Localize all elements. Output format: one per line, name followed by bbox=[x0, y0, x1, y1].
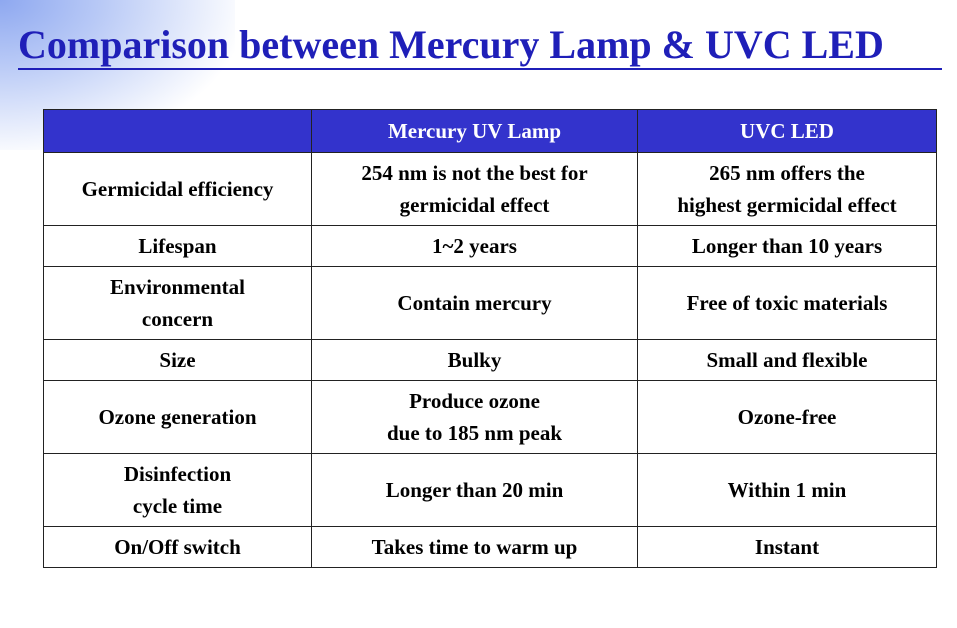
cell-text-line: Bulky bbox=[447, 348, 502, 372]
cell-text-line: Size bbox=[159, 348, 196, 372]
uvc-led-cell: Small and flexible bbox=[637, 339, 937, 381]
table-header-row: Mercury UV Lamp UVC LED bbox=[43, 109, 937, 153]
cell-text-line: cycle time bbox=[132, 494, 223, 518]
table-row: Disinfection cycle time Longer than 20 min… bbox=[43, 453, 937, 527]
row-label-cell: Ozone generation bbox=[43, 380, 312, 454]
uvc-led-cell: Free of toxic materials bbox=[637, 266, 937, 340]
table-row: Environmental concern Contain mercury Free … bbox=[43, 266, 937, 340]
cell-text-line: Longer than 20 min bbox=[385, 478, 564, 502]
cell-text-line: Disinfection bbox=[123, 462, 232, 486]
table-row: Ozone generation Produce ozone due to 185 … bbox=[43, 380, 937, 454]
row-label-cell: Environmental concern bbox=[43, 266, 312, 340]
mercury-cell: Contain mercury bbox=[311, 266, 638, 340]
table-row: On/Off switch Takes time to warm up Instan… bbox=[43, 526, 937, 568]
cell-text-line: Contain mercury bbox=[397, 291, 552, 315]
uvc-led-cell: Ozone-free bbox=[637, 380, 937, 454]
row-label-cell: Size bbox=[43, 339, 312, 381]
table-row: Size Bulky Small and flexible bbox=[43, 339, 937, 381]
title-underline bbox=[18, 68, 942, 70]
cell-text-line: On/Off switch bbox=[114, 535, 241, 559]
cell-text-line: Lifespan bbox=[138, 234, 217, 258]
slide-title: Comparison between Mercury Lamp & UVC LE… bbox=[18, 22, 884, 67]
row-label-cell: Disinfection cycle time bbox=[43, 453, 312, 527]
cell-text-line: Small and flexible bbox=[706, 348, 868, 372]
cell-text-line: Takes time to warm up bbox=[371, 535, 578, 559]
header-mercury-lamp: Mercury UV Lamp bbox=[311, 109, 638, 153]
header-uvc-led: UVC LED bbox=[637, 109, 937, 153]
cell-text-line: Ozone generation bbox=[98, 405, 257, 429]
cell-text-line: Produce ozone bbox=[409, 389, 540, 413]
mercury-cell: 1~2 years bbox=[311, 225, 638, 267]
row-label-cell: Germicidal efficiency bbox=[43, 152, 312, 226]
uvc-led-cell: Within 1 min bbox=[637, 453, 937, 527]
uvc-led-cell: Longer than 10 years bbox=[637, 225, 937, 267]
table-row: Germicidal efficiency 254 nm is not the b… bbox=[43, 152, 937, 226]
cell-text-line: Within 1 min bbox=[727, 478, 847, 502]
cell-text-line: due to 185 nm peak bbox=[386, 421, 563, 445]
mercury-cell: Longer than 20 min bbox=[311, 453, 638, 527]
cell-text-line: 265 nm offers the bbox=[709, 161, 865, 185]
row-label-cell: On/Off switch bbox=[43, 526, 312, 568]
cell-text-line: Instant bbox=[754, 535, 820, 559]
table-row: Lifespan 1~2 years Longer than 10 years bbox=[43, 225, 937, 267]
cell-text-line: highest germicidal effect bbox=[677, 193, 897, 217]
comparison-table: Mercury UV Lamp UVC LED Germicidal effic… bbox=[43, 109, 937, 568]
cell-text-line: Ozone-free bbox=[737, 405, 837, 429]
cell-text-line: Longer than 10 years bbox=[691, 234, 883, 258]
uvc-led-cell: Instant bbox=[637, 526, 937, 568]
cell-text-line: germicidal effect bbox=[399, 193, 550, 217]
cell-text-line: Free of toxic materials bbox=[686, 291, 888, 315]
row-label-cell: Lifespan bbox=[43, 225, 312, 267]
cell-text-line: 1~2 years bbox=[432, 234, 517, 258]
cell-text-line: Germicidal efficiency bbox=[81, 177, 274, 201]
cell-text-line: 254 nm is not the best for bbox=[361, 161, 588, 185]
mercury-cell: 254 nm is not the best for germicidal eff… bbox=[311, 152, 638, 226]
mercury-cell: Produce ozone due to 185 nm peak bbox=[311, 380, 638, 454]
mercury-cell: Takes time to warm up bbox=[311, 526, 638, 568]
header-empty-cell bbox=[43, 109, 312, 153]
cell-text-line: Environmental bbox=[110, 275, 245, 299]
uvc-led-cell: 265 nm offers the highest germicidal effe… bbox=[637, 152, 937, 226]
mercury-cell: Bulky bbox=[311, 339, 638, 381]
cell-text-line: concern bbox=[141, 307, 214, 331]
